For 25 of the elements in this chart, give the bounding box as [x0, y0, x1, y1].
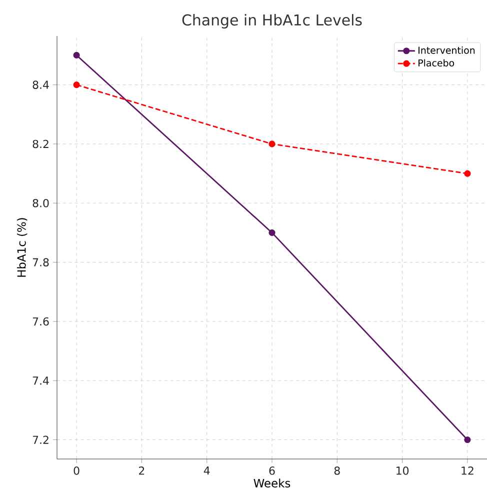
point	[73, 82, 80, 88]
point	[464, 170, 471, 177]
point	[268, 229, 276, 236]
x-axis-title: Weeks	[254, 478, 290, 488]
y-tick-label: 7.8	[32, 258, 49, 266]
y-tick-label: 8.2	[32, 140, 48, 148]
y-tick-label: 7.4	[32, 376, 49, 385]
x-tick-label: 8	[334, 466, 340, 475]
point	[268, 140, 276, 148]
point	[464, 436, 471, 444]
x-tick-label: 2	[139, 466, 144, 475]
y-tick-label: 8.4	[32, 80, 49, 89]
x-tick-label: 4	[204, 466, 210, 475]
legend-label: Placebo	[418, 59, 454, 67]
x-tick-label: 12	[462, 466, 474, 475]
x-tick-label: 10	[396, 466, 409, 475]
y-tick-label: 7.6	[32, 317, 49, 326]
y-tick-label: 8.0	[32, 198, 49, 208]
legend-label: Intervention	[418, 46, 475, 54]
y-axis-title: HbA1c (%)	[17, 218, 28, 277]
chart-title: Change in HbA1c Levels	[182, 14, 362, 28]
y-tick-label: 7.2	[32, 436, 48, 444]
x-tick-label: 6	[269, 466, 275, 475]
point	[73, 52, 80, 59]
x-tick-label: 0	[74, 466, 80, 475]
